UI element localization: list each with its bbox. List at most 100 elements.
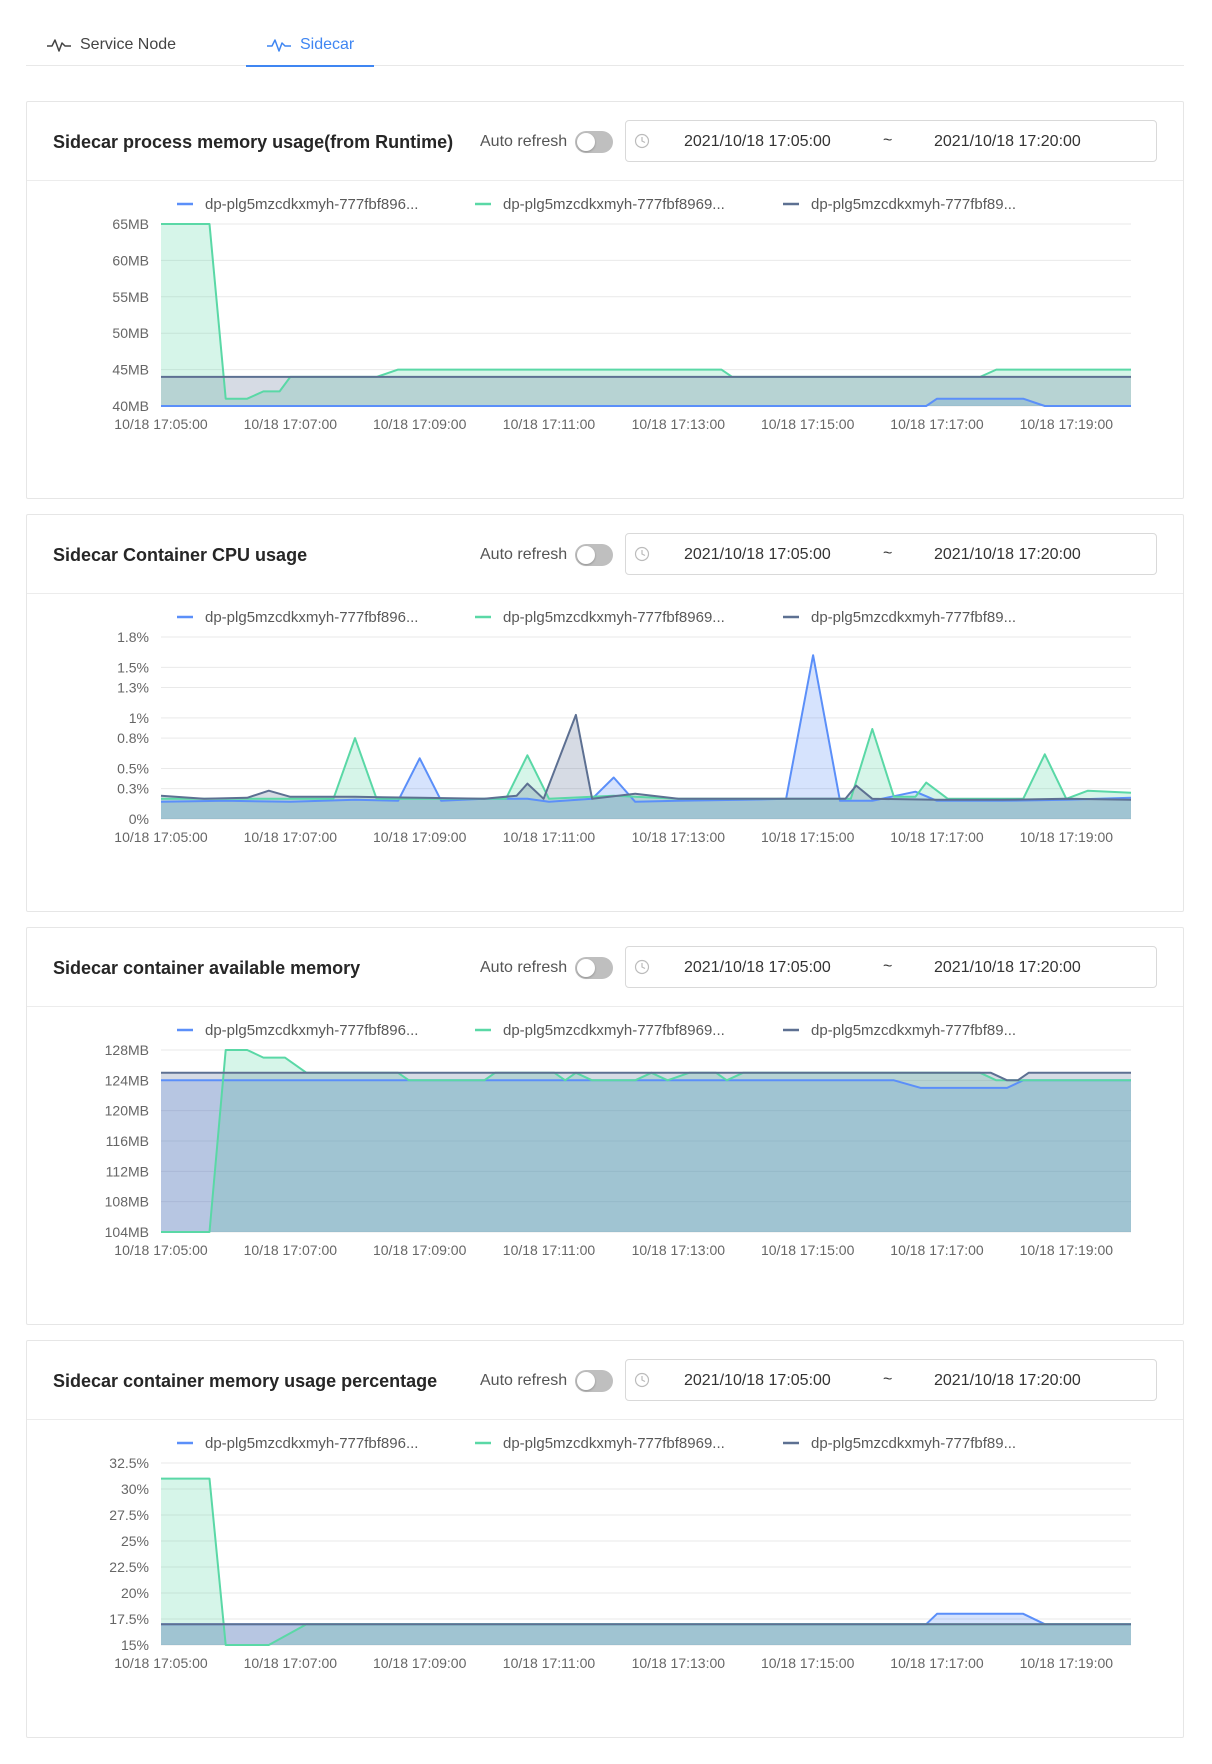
- auto-refresh-toggle[interactable]: [575, 957, 613, 979]
- y-tick-label: 104MB: [105, 1224, 149, 1240]
- series-line: [161, 1049, 1131, 1233]
- series-area: [161, 1072, 1131, 1232]
- x-tick-label: 10/18 17:07:00: [244, 1655, 338, 1671]
- range-separator: ~: [883, 958, 893, 975]
- y-tick-label: 108MB: [105, 1194, 149, 1210]
- clock-icon: [634, 1372, 650, 1388]
- legend-label: dp-plg5mzcdkxmyh-777fbf8969...: [503, 1435, 725, 1452]
- legend-item[interactable]: dp-plg5mzcdkxmyh-777fbf896...: [177, 1435, 418, 1452]
- x-tick-label: 10/18 17:19:00: [1020, 1242, 1114, 1258]
- date-range-picker[interactable]: 2021/10/18 17:05:00 ~ 2021/10/18 17:20:0…: [625, 120, 1157, 162]
- legend-label: dp-plg5mzcdkxmyh-777fbf89...: [811, 1022, 1016, 1039]
- range-end[interactable]: 2021/10/18 17:20:00: [934, 1372, 1081, 1389]
- date-range-picker[interactable]: 2021/10/18 17:05:00 ~ 2021/10/18 17:20:0…: [625, 533, 1157, 575]
- legend-label: dp-plg5mzcdkxmyh-777fbf8969...: [503, 609, 725, 626]
- legend-item[interactable]: dp-plg5mzcdkxmyh-777fbf89...: [783, 1022, 1016, 1039]
- x-tick-label: 10/18 17:17:00: [890, 829, 984, 845]
- tab-sidecar[interactable]: Sidecar: [245, 24, 375, 67]
- auto-refresh-label: Auto refresh: [480, 546, 568, 563]
- x-tick-label: 10/18 17:09:00: [373, 416, 467, 432]
- toggle-knob: [577, 546, 595, 564]
- area-chart: dp-plg5mzcdkxmyh-777fbf896... dp-plg5mzcd…: [105, 1022, 1131, 1258]
- y-tick-label: 1.8%: [117, 629, 149, 645]
- x-tick-label: 10/18 17:11:00: [503, 1655, 596, 1671]
- legend-item[interactable]: dp-plg5mzcdkxmyh-777fbf8969...: [475, 1022, 725, 1039]
- series-area: [161, 1624, 1131, 1645]
- auto-refresh-toggle[interactable]: [575, 544, 613, 566]
- legend-label: dp-plg5mzcdkxmyh-777fbf896...: [205, 1435, 418, 1452]
- y-tick-label: 0.8%: [117, 730, 149, 746]
- legend-item[interactable]: dp-plg5mzcdkxmyh-777fbf896...: [177, 196, 418, 213]
- y-tick-label: 15%: [121, 1637, 149, 1653]
- range-start[interactable]: 2021/10/18 17:05:00: [684, 1372, 831, 1389]
- legend-item[interactable]: dp-plg5mzcdkxmyh-777fbf896...: [177, 609, 418, 626]
- y-tick-label: 27.5%: [109, 1507, 149, 1523]
- series-area: [161, 1080, 1131, 1232]
- auto-refresh-label: Auto refresh: [480, 1372, 568, 1389]
- legend-label: dp-plg5mzcdkxmyh-777fbf89...: [811, 196, 1016, 213]
- y-tick-label: 0.5%: [117, 760, 149, 776]
- y-tick-label: 40MB: [112, 398, 149, 414]
- x-tick-label: 10/18 17:13:00: [632, 416, 726, 432]
- legend-item[interactable]: dp-plg5mzcdkxmyh-777fbf89...: [783, 609, 1016, 626]
- y-tick-label: 0.3%: [117, 781, 149, 797]
- x-tick-label: 10/18 17:15:00: [761, 1242, 855, 1258]
- range-start[interactable]: 2021/10/18 17:05:00: [684, 133, 831, 150]
- y-tick-label: 120MB: [105, 1103, 149, 1119]
- x-tick-label: 10/18 17:15:00: [761, 416, 855, 432]
- y-tick-label: 116MB: [106, 1133, 149, 1149]
- x-tick-label: 10/18 17:17:00: [890, 416, 984, 432]
- chart-panel: Sidecar container memory usage percentag…: [26, 1340, 1184, 1738]
- range-end[interactable]: 2021/10/18 17:20:00: [934, 133, 1081, 150]
- x-tick-label: 10/18 17:09:00: [373, 1655, 467, 1671]
- range-end[interactable]: 2021/10/18 17:20:00: [934, 959, 1081, 976]
- range-separator: ~: [883, 132, 893, 149]
- y-tick-label: 22.5%: [109, 1559, 149, 1575]
- legend-item[interactable]: dp-plg5mzcdkxmyh-777fbf8969...: [475, 609, 725, 626]
- auto-refresh-toggle[interactable]: [575, 1370, 613, 1392]
- range-start[interactable]: 2021/10/18 17:05:00: [684, 959, 831, 976]
- x-tick-label: 10/18 17:19:00: [1020, 1655, 1114, 1671]
- tab-label: Sidecar: [300, 36, 355, 53]
- panel-title: Sidecar container available memory: [53, 958, 361, 978]
- x-tick-label: 10/18 17:17:00: [890, 1655, 984, 1671]
- range-end[interactable]: 2021/10/18 17:20:00: [934, 546, 1081, 563]
- panel-header: Sidecar container memory usage percentag…: [27, 1341, 1183, 1420]
- x-tick-label: 10/18 17:17:00: [890, 1242, 984, 1258]
- auto-refresh-label: Auto refresh: [480, 133, 568, 150]
- x-tick-label: 10/18 17:05:00: [114, 1242, 208, 1258]
- auto-refresh-toggle[interactable]: [575, 131, 613, 153]
- y-tick-label: 50MB: [112, 325, 149, 341]
- tab-label: Service Node: [80, 36, 177, 53]
- x-tick-label: 10/18 17:09:00: [373, 829, 467, 845]
- activity-icon: [267, 39, 291, 52]
- y-tick-label: 55MB: [112, 289, 149, 305]
- series-line: [160, 713, 1132, 801]
- y-tick-label: 45MB: [112, 362, 149, 378]
- y-tick-label: 124MB: [105, 1072, 149, 1088]
- series-area: [161, 655, 1131, 819]
- legend-label: dp-plg5mzcdkxmyh-777fbf896...: [205, 196, 418, 213]
- clock-icon: [634, 959, 650, 975]
- y-tick-label: 60MB: [112, 252, 149, 268]
- x-tick-label: 10/18 17:11:00: [503, 829, 596, 845]
- legend-item[interactable]: dp-plg5mzcdkxmyh-777fbf89...: [783, 196, 1016, 213]
- legend-item[interactable]: dp-plg5mzcdkxmyh-777fbf8969...: [475, 1435, 725, 1452]
- y-tick-label: 1.3%: [117, 680, 149, 696]
- x-tick-label: 10/18 17:11:00: [503, 416, 596, 432]
- legend-item[interactable]: dp-plg5mzcdkxmyh-777fbf89...: [783, 1435, 1016, 1452]
- clock-icon: [634, 546, 650, 562]
- clock-icon: [634, 133, 650, 149]
- tab-service-node[interactable]: Service Node: [46, 24, 176, 66]
- legend-label: dp-plg5mzcdkxmyh-777fbf8969...: [503, 196, 725, 213]
- y-tick-label: 65MB: [112, 216, 149, 232]
- y-tick-label: 17.5%: [109, 1611, 149, 1627]
- y-tick-label: 30%: [121, 1481, 149, 1497]
- activity-icon: [47, 39, 71, 52]
- date-range-picker[interactable]: 2021/10/18 17:05:00 ~ 2021/10/18 17:20:0…: [625, 1359, 1157, 1401]
- legend-item[interactable]: dp-plg5mzcdkxmyh-777fbf896...: [177, 1022, 418, 1039]
- legend-item[interactable]: dp-plg5mzcdkxmyh-777fbf8969...: [475, 196, 725, 213]
- range-start[interactable]: 2021/10/18 17:05:00: [684, 546, 831, 563]
- panel-header: Sidecar Container CPU usage Auto refresh…: [27, 515, 1183, 594]
- date-range-picker[interactable]: 2021/10/18 17:05:00 ~ 2021/10/18 17:20:0…: [625, 946, 1157, 988]
